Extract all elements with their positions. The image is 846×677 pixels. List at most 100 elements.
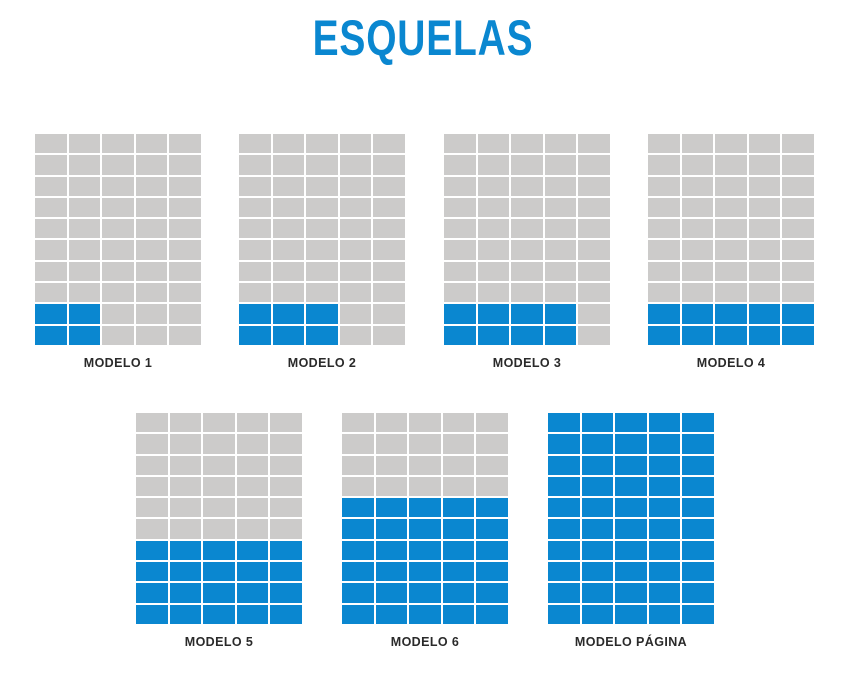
empty-module (342, 455, 374, 475)
filled-module (409, 562, 441, 582)
empty-module (715, 261, 747, 282)
filled-module (409, 519, 441, 539)
empty-module (648, 240, 680, 260)
filled-module (648, 519, 681, 539)
filled-module (442, 519, 475, 539)
model-grid (342, 413, 508, 624)
empty-module (236, 413, 269, 433)
empty-module (35, 176, 67, 196)
empty-module (715, 176, 747, 196)
empty-module (68, 176, 101, 196)
empty-module (68, 261, 101, 282)
empty-module (272, 240, 305, 260)
filled-module (648, 455, 681, 475)
model-label: MODELO PÁGINA (574, 635, 688, 649)
empty-module (236, 476, 269, 497)
filled-module (615, 413, 647, 433)
filled-module (544, 325, 577, 345)
filled-module (272, 325, 305, 345)
empty-module (169, 455, 202, 475)
filled-module (342, 583, 374, 603)
empty-module (409, 476, 441, 497)
empty-module (169, 197, 201, 218)
filled-module (681, 304, 714, 324)
filled-module (409, 498, 441, 518)
filled-module (615, 540, 647, 561)
empty-module (681, 219, 714, 239)
empty-module (477, 261, 510, 282)
filled-module (375, 540, 408, 561)
empty-module (511, 240, 543, 260)
model-grid (648, 134, 814, 345)
empty-module (169, 240, 201, 260)
filled-module (615, 476, 647, 497)
filled-module (236, 604, 269, 624)
empty-module (339, 261, 372, 282)
empty-module (715, 155, 747, 175)
empty-module (442, 434, 475, 454)
filled-module (236, 583, 269, 603)
filled-module (342, 604, 374, 624)
empty-module (239, 219, 271, 239)
filled-module (648, 604, 681, 624)
empty-module (35, 134, 67, 154)
filled-module (442, 583, 475, 603)
filled-module (648, 562, 681, 582)
empty-module (715, 240, 747, 260)
empty-module (442, 455, 475, 475)
empty-module (477, 219, 510, 239)
filled-module (615, 562, 647, 582)
filled-module (544, 304, 577, 324)
filled-module (136, 540, 168, 561)
filled-module (442, 604, 475, 624)
empty-module (373, 261, 405, 282)
filled-module (342, 498, 374, 518)
empty-module (169, 283, 201, 303)
empty-module (135, 176, 168, 196)
filled-module (715, 325, 747, 345)
filled-module (306, 304, 338, 324)
filled-module (581, 583, 614, 603)
empty-module (375, 455, 408, 475)
empty-module (203, 476, 235, 497)
empty-module (169, 498, 202, 518)
empty-module (35, 197, 67, 218)
empty-module (239, 197, 271, 218)
model-3: MODELO 3 (444, 134, 610, 370)
empty-module (544, 197, 577, 218)
empty-module (135, 219, 168, 239)
empty-module (203, 498, 235, 518)
filled-module (648, 434, 681, 454)
filled-module (477, 325, 510, 345)
model-grid (136, 413, 302, 624)
empty-module (306, 197, 338, 218)
empty-module (578, 134, 610, 154)
filled-module (648, 498, 681, 518)
empty-module (339, 219, 372, 239)
filled-module (68, 325, 101, 345)
empty-module (681, 176, 714, 196)
filled-module (306, 325, 338, 345)
empty-module (136, 455, 168, 475)
filled-module (548, 604, 580, 624)
empty-module (544, 283, 577, 303)
filled-module (548, 434, 580, 454)
filled-module (682, 540, 714, 561)
filled-module (409, 540, 441, 561)
empty-module (236, 434, 269, 454)
empty-module (68, 197, 101, 218)
empty-module (272, 197, 305, 218)
filled-module (169, 604, 202, 624)
empty-module (169, 155, 201, 175)
empty-module (748, 176, 781, 196)
empty-module (239, 155, 271, 175)
model-2: MODELO 2 (239, 134, 405, 370)
empty-module (136, 498, 168, 518)
empty-module (373, 134, 405, 154)
empty-module (444, 134, 476, 154)
empty-module (748, 240, 781, 260)
model-1: MODELO 1 (35, 134, 201, 370)
empty-module (444, 176, 476, 196)
empty-module (511, 283, 543, 303)
filled-module (581, 455, 614, 475)
